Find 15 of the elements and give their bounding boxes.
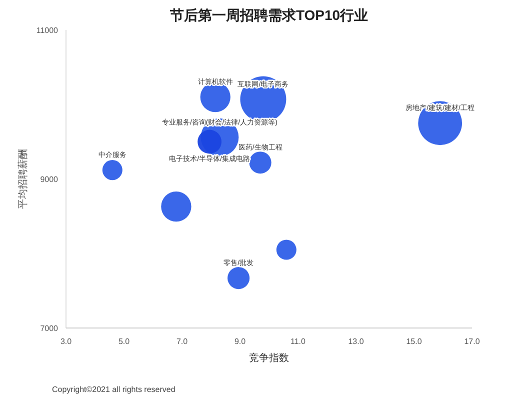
- x-tick-label: 15.0: [406, 337, 422, 346]
- x-tick-label: 3.0: [60, 337, 72, 346]
- x-tick-label: 7.0: [176, 337, 188, 346]
- chart-title: 节后第一周招聘需求TOP10行业: [168, 7, 368, 23]
- y-tick-label: 11000: [36, 26, 59, 35]
- x-tick-label: 5.0: [118, 337, 130, 346]
- y-tick-label: 9000: [40, 175, 59, 184]
- x-axis-title: 竞争指数: [249, 352, 289, 364]
- x-tick-label: 13.0: [348, 337, 364, 346]
- x-tick-label: 17.0: [464, 337, 480, 346]
- text: Copyright©2021 all rights reserved: [52, 385, 176, 394]
- y-axis-title: 平均招聘薪酬: [17, 149, 29, 209]
- x-tick-label: 9.0: [234, 337, 246, 346]
- y-tick-label: 7000: [40, 324, 59, 333]
- x-tick-label: 11.0: [290, 337, 306, 346]
